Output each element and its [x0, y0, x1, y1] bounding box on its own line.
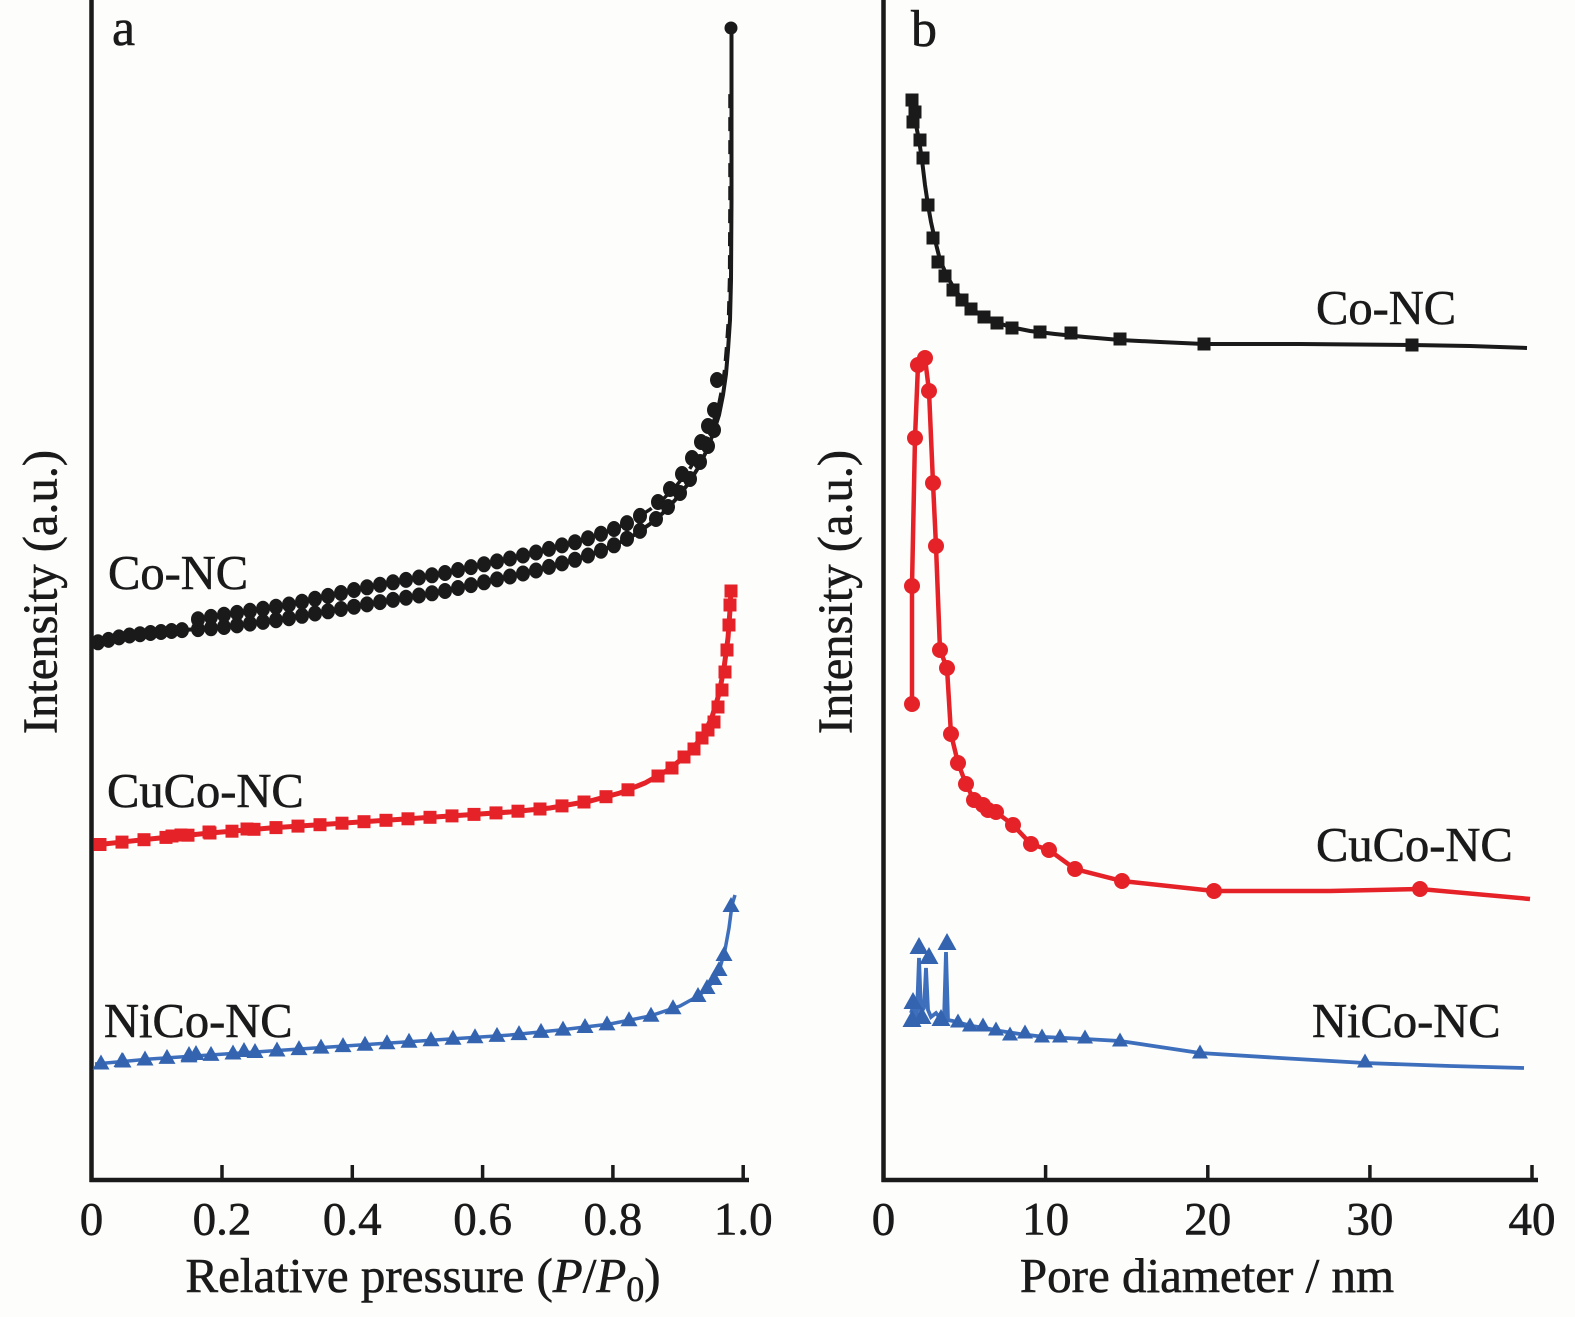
svg-text:0.8: 0.8	[584, 1194, 643, 1246]
svg-text:40: 40	[1509, 1194, 1556, 1246]
svg-text:0: 0	[80, 1194, 104, 1246]
svg-text:Pore diameter / nm: Pore diameter / nm	[1020, 1248, 1394, 1303]
svg-text:0.2: 0.2	[193, 1194, 252, 1246]
svg-text:NiCo-NC: NiCo-NC	[104, 995, 293, 1048]
svg-text:NiCo-NC: NiCo-NC	[1312, 995, 1501, 1048]
svg-text:0.6: 0.6	[453, 1194, 512, 1246]
svg-text:Intensity (a.u.): Intensity (a.u.)	[15, 450, 68, 734]
svg-text:Relative pressure (P/P0): Relative pressure (P/P0)	[185, 1248, 660, 1309]
svg-text:b: b	[911, 1, 937, 58]
svg-text:CuCo-NC: CuCo-NC	[107, 765, 304, 818]
svg-text:0: 0	[872, 1194, 896, 1246]
svg-text:10: 10	[1022, 1194, 1069, 1246]
svg-text:Co-NC: Co-NC	[108, 547, 248, 600]
svg-text:Co-NC: Co-NC	[1316, 282, 1456, 335]
svg-text:a: a	[112, 0, 135, 57]
svg-text:1.0: 1.0	[714, 1194, 773, 1246]
svg-text:0.4: 0.4	[323, 1194, 382, 1246]
svg-text:CuCo-NC: CuCo-NC	[1316, 819, 1513, 872]
svg-text:20: 20	[1184, 1194, 1231, 1246]
svg-text:30: 30	[1346, 1194, 1393, 1246]
svg-text:Intensity (a.u.): Intensity (a.u.)	[810, 450, 863, 734]
